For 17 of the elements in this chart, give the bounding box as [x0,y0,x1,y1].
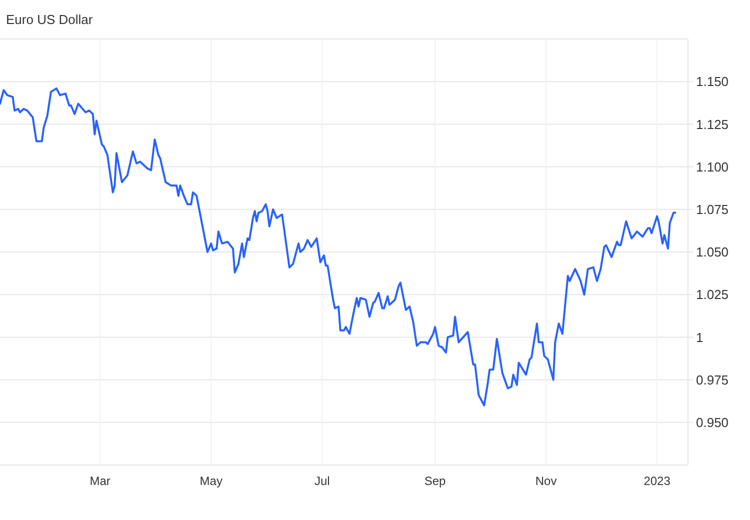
line-series [0,87,676,406]
y-tick-label: 1.025 [696,287,729,302]
y-tick-label: 0.950 [696,414,729,430]
y-tick-label: 1.050 [696,244,729,260]
y-tick-label: 1 [696,330,704,345]
y-tick-label: 1.125 [696,116,729,132]
y-tick-label: 1.075 [696,202,729,217]
x-tick-label: May [200,474,222,488]
x-tick-label: Sep [424,474,446,488]
x-tick-label: Mar [90,474,110,488]
x-tick-label: Jul [314,474,330,488]
x-tick-label: Nov [535,474,557,488]
chart-title: Euro US Dollar [6,12,94,27]
x-tick-label: 2023 [644,474,671,488]
y-tick-label: 1.100 [696,159,729,174]
y-tick-label: 0.975 [696,372,729,388]
y-tick-label: 1.150 [696,74,729,90]
